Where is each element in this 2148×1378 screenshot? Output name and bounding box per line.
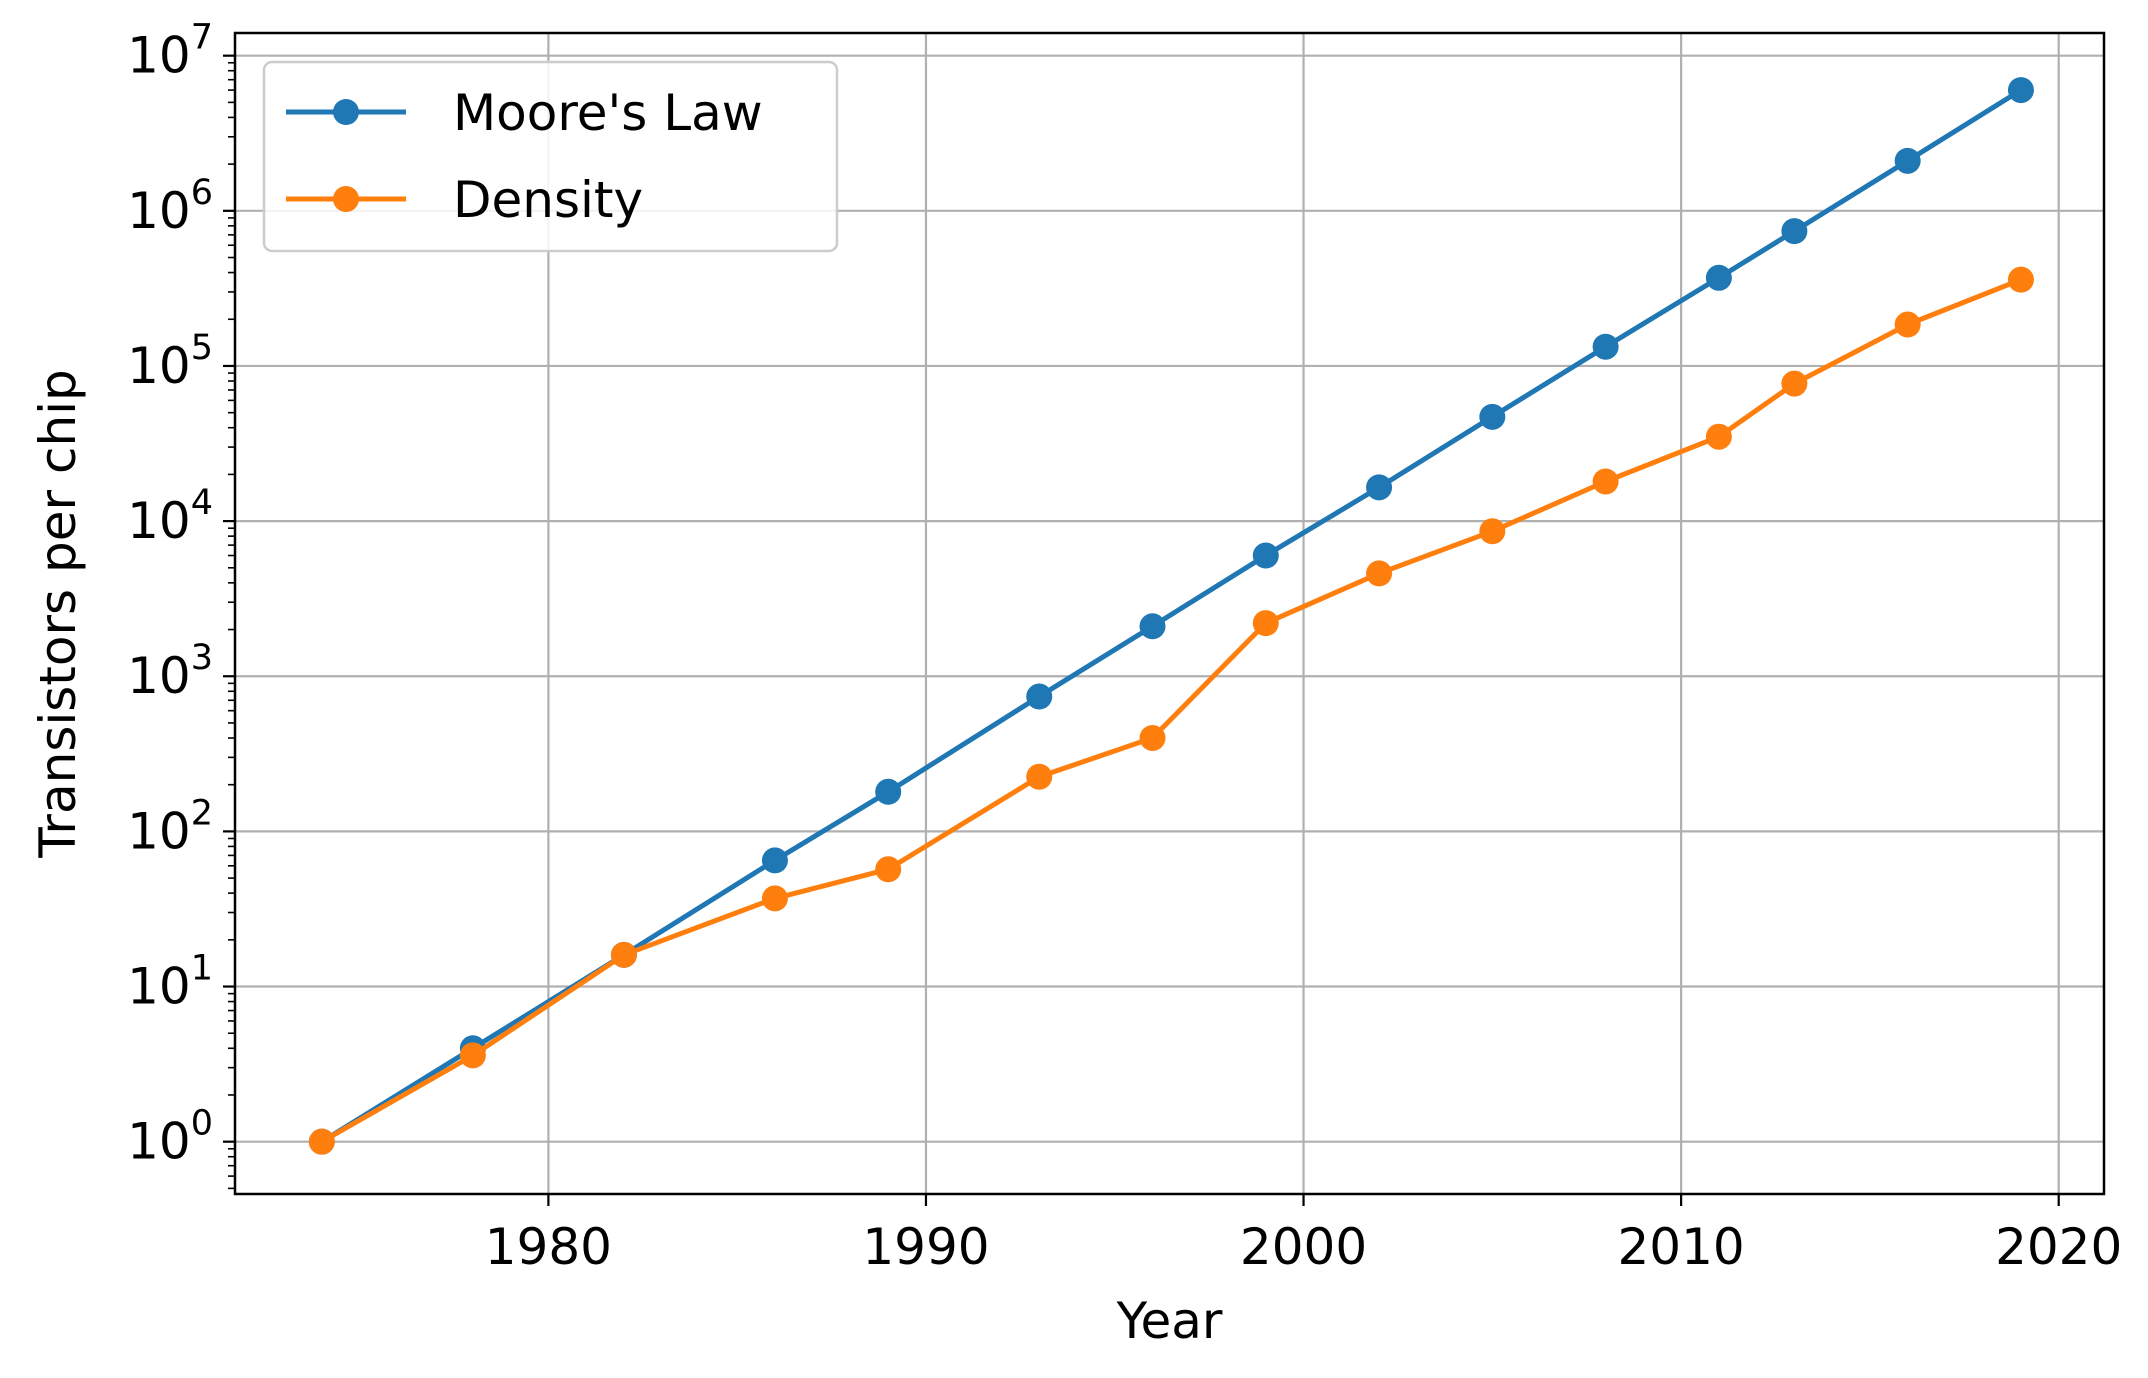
y-tick-base: 10: [127, 802, 191, 860]
data-point: [1366, 560, 1393, 587]
x-tick-label: 2000: [1240, 1218, 1367, 1276]
y-tick-label: 100: [127, 1104, 213, 1171]
legend-item: Moore's Law: [286, 84, 763, 142]
y-axis-label: Transistors per chip: [29, 369, 87, 859]
data-point: [1705, 423, 1732, 450]
plot-frame: [233, 31, 2106, 1196]
y-tick-label: 106: [127, 173, 213, 240]
x-tick-label: 2020: [1995, 1218, 2122, 1276]
data-point: [1366, 474, 1393, 501]
data-point: [2007, 77, 2034, 104]
grid-lines: [235, 33, 2104, 1194]
data-point: [875, 778, 902, 805]
data-point: [308, 1128, 335, 1155]
data-point: [1705, 264, 1732, 291]
y-tick-base: 10: [127, 1113, 191, 1171]
data-point: [1592, 333, 1619, 360]
x-axis-label: Year: [1116, 1292, 1223, 1350]
data-point: [1026, 683, 1053, 710]
x-tick-label: 2010: [1617, 1218, 1744, 1276]
y-tick-exponent: 6: [191, 173, 213, 213]
data-point: [1139, 613, 1166, 640]
data-point: [1479, 403, 1506, 430]
data-point: [610, 941, 637, 968]
x-axis-ticks: 1980 1990 2000 2010 2020: [485, 1194, 2122, 1276]
y-tick-base: 10: [127, 492, 191, 550]
legend-item: Density: [286, 171, 643, 229]
series-1: [308, 266, 2034, 1155]
data-point: [1026, 763, 1053, 790]
legend-box: [262, 60, 839, 253]
y-tick-exponent: 4: [191, 483, 213, 523]
data-point: [1781, 370, 1808, 397]
y-tick-exponent: 0: [191, 1104, 213, 1144]
y-tick-label: 105: [127, 328, 213, 395]
y-tick-base: 10: [127, 958, 191, 1016]
series-layer: [308, 77, 2034, 1155]
y-tick-base: 10: [127, 27, 191, 85]
data-point: [1894, 147, 1921, 174]
data-point: [459, 1042, 486, 1069]
legend-marker: [333, 186, 359, 212]
legend: Moore's Law Density: [262, 60, 839, 253]
data-point: [761, 847, 788, 874]
y-tick-label: 103: [127, 638, 213, 705]
y-tick-label: 102: [127, 793, 213, 860]
data-point: [1252, 542, 1279, 569]
y-tick-label: 107: [127, 18, 213, 85]
data-point: [1592, 468, 1619, 495]
x-tick-label: 1980: [485, 1218, 612, 1276]
x-tick-label: 1990: [862, 1218, 989, 1276]
data-point: [1894, 311, 1921, 338]
y-tick-base: 10: [127, 647, 191, 705]
y-tick-base: 10: [127, 182, 191, 240]
y-tick-exponent: 1: [191, 949, 213, 989]
data-point: [1139, 724, 1166, 751]
y-tick-base: 10: [127, 337, 191, 395]
legend-label: Density: [453, 171, 643, 229]
data-point: [761, 885, 788, 912]
y-tick-exponent: 3: [191, 638, 213, 678]
data-point: [875, 856, 902, 883]
y-tick-label: 101: [127, 949, 213, 1016]
y-tick-exponent: 7: [191, 18, 213, 58]
legend-marker: [333, 99, 359, 125]
data-point: [1479, 518, 1506, 545]
legend-label: Moore's Law: [453, 84, 763, 142]
y-tick-label: 104: [127, 483, 213, 550]
data-point: [1252, 610, 1279, 637]
data-point: [2007, 266, 2034, 293]
y-tick-exponent: 2: [191, 793, 213, 833]
data-point: [1781, 218, 1808, 245]
y-tick-exponent: 5: [191, 328, 213, 368]
